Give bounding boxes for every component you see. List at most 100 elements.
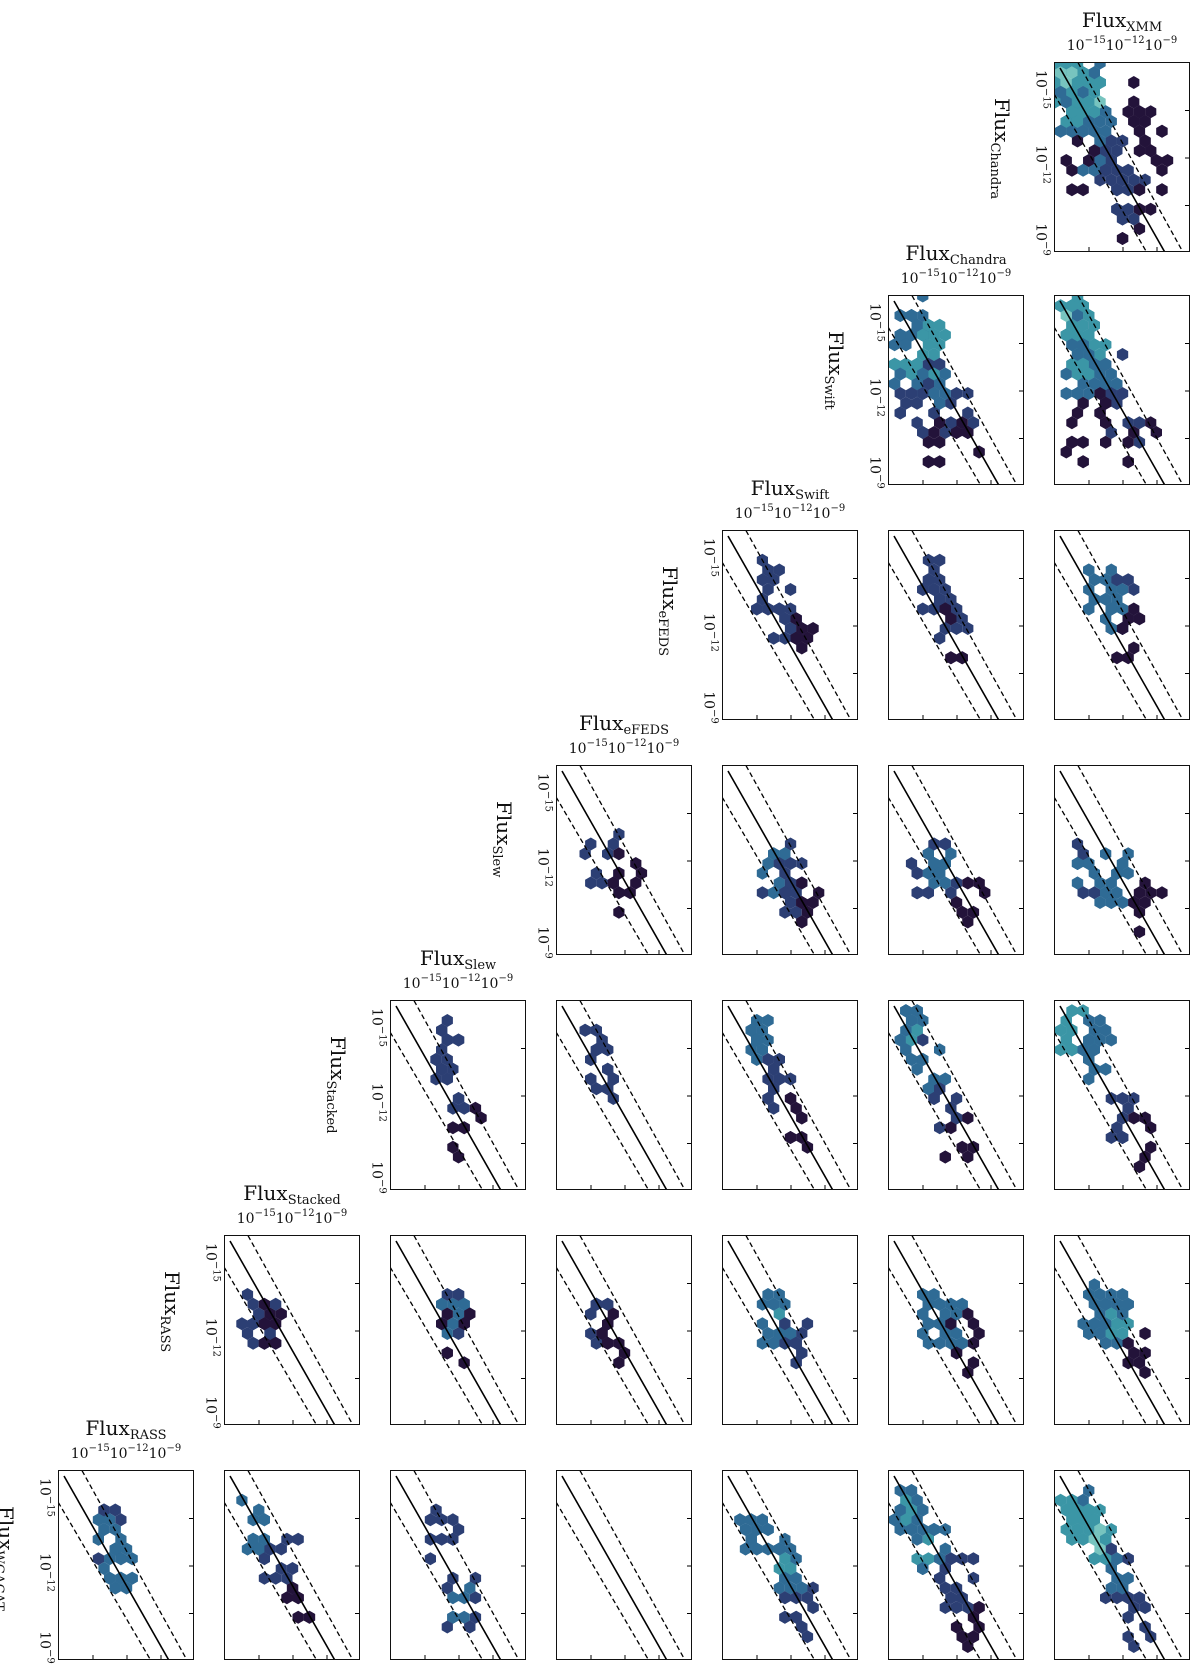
hexbin (1145, 105, 1157, 119)
hexbin (452, 1288, 465, 1301)
hexbin (762, 1053, 774, 1066)
hexbin (1083, 1033, 1095, 1047)
hexbin (784, 857, 797, 870)
hexbin (1071, 406, 1084, 420)
hexbin (900, 1023, 912, 1037)
hexbin (796, 1346, 808, 1360)
hexbin (790, 1610, 802, 1624)
hexbin (1060, 63, 1072, 70)
y-tick-label: 10−12 (1032, 145, 1052, 184)
offset-line (911, 766, 1018, 954)
hexbin (1071, 876, 1084, 890)
offset-line (889, 562, 981, 719)
axis-label: FluxChandra (987, 98, 1014, 200)
offset-line (745, 1471, 852, 1659)
hexbin (1071, 309, 1084, 322)
offset-line (911, 531, 1018, 719)
hexbin (945, 886, 957, 900)
hexbin (585, 876, 597, 890)
hexbin (911, 1532, 923, 1546)
hexbin (1128, 1111, 1140, 1125)
hexbin (762, 1327, 774, 1340)
hexbin (922, 338, 934, 352)
hexbin (1105, 367, 1117, 381)
hexbin (939, 837, 951, 851)
hexbin (1100, 357, 1112, 371)
hexbin (928, 1092, 940, 1105)
hexbin (1083, 76, 1095, 89)
hexbin (436, 1023, 448, 1037)
hexbin (1077, 886, 1089, 900)
hexbin (945, 651, 957, 665)
hexbin (1077, 163, 1089, 177)
hexbin (905, 1014, 918, 1027)
hexbin (1122, 573, 1134, 587)
hexbin (1139, 173, 1151, 187)
panel-rass-vs-slew (390, 1235, 526, 1425)
hexbin (1066, 338, 1078, 352)
hexbin (1122, 1336, 1134, 1350)
y-tick-label: 10−12 (202, 1318, 222, 1357)
hexbin (1111, 1317, 1123, 1331)
y-tick-label: 10−9 (534, 926, 554, 959)
panel-swift-vs-xmm (1054, 295, 1190, 485)
hexbin (1066, 1004, 1078, 1018)
hexbin (464, 1307, 476, 1321)
offset-line (745, 766, 852, 954)
y-tick-label: 10−9 (202, 1396, 222, 1429)
one-to-one-line (63, 1475, 170, 1659)
row-title-chandra: FluxChandra (987, 98, 1014, 199)
hexbin (424, 1513, 436, 1527)
hexbin (1066, 318, 1078, 332)
panel-efeds-vs-swift (722, 530, 858, 720)
hexbin (894, 1033, 906, 1047)
one-to-one-line (893, 1475, 1000, 1659)
one-to-one-line (1059, 535, 1166, 719)
hexbin (1145, 416, 1157, 430)
hexbin (247, 1532, 259, 1546)
hexbin (1128, 583, 1140, 596)
one-to-one-line (561, 1005, 668, 1189)
hexbin (917, 1307, 929, 1321)
hexbin (1088, 573, 1100, 587)
hexbin (928, 328, 940, 342)
hexbin (104, 1571, 116, 1585)
hexbin (1055, 1043, 1067, 1057)
offset-line (1055, 562, 1147, 719)
hexbin (1094, 1327, 1106, 1340)
hexbin (1139, 1346, 1151, 1360)
row-title-efeds: FluxeFEDS (655, 566, 682, 656)
one-to-one-line (893, 770, 1000, 954)
offset-line (413, 1001, 520, 1189)
column-title-rass: FluxRASS 10−1510−1210−9 (50, 1416, 202, 1462)
offset-line (1055, 797, 1147, 954)
y-tick-label: 10−15 (368, 1008, 388, 1047)
hexbin (596, 1327, 608, 1340)
hexbin (945, 416, 957, 430)
hexbin (796, 1581, 808, 1595)
hexbin (1083, 367, 1095, 381)
hexbin (751, 1542, 763, 1556)
hexbin (807, 622, 819, 635)
hexbin (928, 348, 940, 361)
panel-stacked-vs-efeds (556, 1000, 692, 1190)
hexbin (98, 1503, 110, 1517)
hexbin (928, 387, 940, 400)
hexbin (1100, 1297, 1112, 1311)
hexbin (911, 396, 923, 410)
offset-line (413, 1471, 520, 1659)
hexbin (1060, 76, 1072, 89)
hexbin (905, 387, 918, 400)
hexbin (900, 1493, 912, 1507)
hexbin (768, 1336, 780, 1350)
axis-label: FluxRASS (157, 1271, 184, 1353)
offset-line (723, 1267, 815, 1424)
hexbin (602, 1336, 614, 1350)
panel-rass-vs-xmm (1054, 1235, 1190, 1425)
hexbin (1156, 124, 1168, 138)
hexbin (1094, 896, 1106, 909)
y-tick-label: 10−9 (700, 691, 720, 724)
hexbin (1094, 1288, 1106, 1301)
hexbin (109, 1581, 121, 1595)
one-to-one-line (1059, 1475, 1166, 1659)
